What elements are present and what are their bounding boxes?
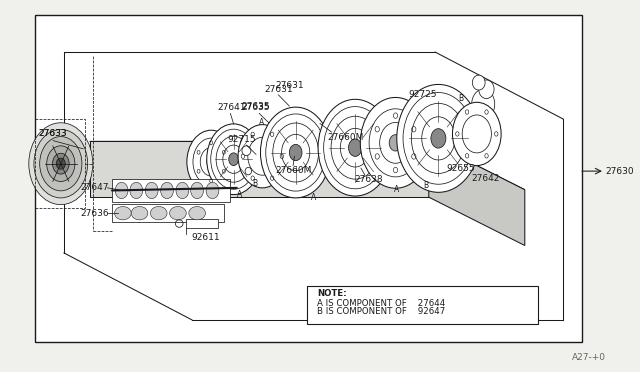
Bar — [112, 179, 230, 202]
Text: 27633: 27633 — [38, 129, 67, 138]
Ellipse shape — [145, 182, 158, 199]
Ellipse shape — [115, 182, 128, 199]
Polygon shape — [429, 141, 525, 246]
Text: 27647: 27647 — [81, 183, 109, 192]
Ellipse shape — [161, 182, 173, 199]
Ellipse shape — [40, 137, 82, 191]
Text: B: B — [252, 179, 257, 187]
Text: A: A — [311, 193, 316, 202]
Ellipse shape — [56, 158, 65, 169]
Text: A IS COMPONENT OF    27644: A IS COMPONENT OF 27644 — [317, 299, 445, 308]
Text: 27631: 27631 — [276, 81, 304, 90]
Ellipse shape — [349, 139, 362, 156]
Ellipse shape — [238, 125, 287, 188]
Ellipse shape — [176, 182, 189, 199]
Ellipse shape — [389, 135, 402, 151]
Ellipse shape — [360, 97, 431, 188]
Bar — [186, 219, 218, 228]
Ellipse shape — [452, 102, 501, 166]
Text: A: A — [237, 190, 243, 199]
Text: A27-+0: A27-+0 — [572, 353, 606, 362]
Ellipse shape — [170, 206, 186, 220]
Bar — [282, 126, 314, 178]
Ellipse shape — [245, 167, 252, 175]
Ellipse shape — [206, 182, 219, 199]
Polygon shape — [90, 141, 525, 190]
Ellipse shape — [479, 80, 494, 99]
Polygon shape — [90, 141, 429, 197]
Ellipse shape — [34, 129, 88, 198]
Bar — [35, 119, 85, 208]
Ellipse shape — [207, 156, 216, 167]
Text: A: A — [394, 185, 399, 194]
Text: B: B — [458, 94, 463, 103]
Text: 92655: 92655 — [447, 164, 475, 173]
Ellipse shape — [397, 84, 480, 192]
Text: 92715: 92715 — [228, 135, 256, 144]
Text: 27642: 27642 — [471, 174, 499, 183]
Text: B: B — [423, 182, 428, 190]
Ellipse shape — [131, 206, 148, 220]
Text: 92725: 92725 — [408, 90, 436, 99]
Ellipse shape — [260, 107, 331, 198]
Ellipse shape — [52, 153, 69, 174]
Ellipse shape — [242, 146, 251, 155]
Bar — [35, 15, 582, 342]
Ellipse shape — [189, 206, 205, 220]
Ellipse shape — [187, 130, 236, 193]
Text: NOTE:: NOTE: — [317, 289, 346, 298]
Ellipse shape — [289, 144, 302, 161]
Ellipse shape — [150, 206, 167, 220]
Ellipse shape — [115, 206, 131, 220]
Bar — [307, 286, 538, 324]
Ellipse shape — [228, 153, 239, 166]
Text: 27635: 27635 — [242, 103, 270, 112]
Ellipse shape — [191, 182, 204, 199]
Ellipse shape — [130, 182, 143, 199]
Ellipse shape — [207, 124, 260, 195]
Bar — [112, 204, 224, 222]
Ellipse shape — [318, 99, 392, 196]
Text: 27633: 27633 — [39, 129, 67, 138]
Ellipse shape — [472, 89, 495, 119]
Text: 27660M: 27660M — [275, 166, 311, 175]
Ellipse shape — [47, 146, 75, 182]
Text: 92611: 92611 — [192, 233, 220, 242]
Text: 27630: 27630 — [605, 167, 634, 176]
Text: A: A — [259, 118, 264, 127]
Text: 27641: 27641 — [218, 103, 246, 112]
Ellipse shape — [29, 123, 93, 205]
Text: 27636: 27636 — [81, 209, 109, 218]
Text: 27631: 27631 — [264, 85, 292, 94]
Ellipse shape — [431, 129, 446, 148]
Text: B IS COMPONENT OF    92647: B IS COMPONENT OF 92647 — [317, 307, 445, 316]
Text: 27635: 27635 — [242, 102, 270, 111]
Text: 27638: 27638 — [355, 175, 383, 184]
Text: 27660M: 27660M — [328, 133, 364, 142]
Ellipse shape — [472, 75, 485, 90]
